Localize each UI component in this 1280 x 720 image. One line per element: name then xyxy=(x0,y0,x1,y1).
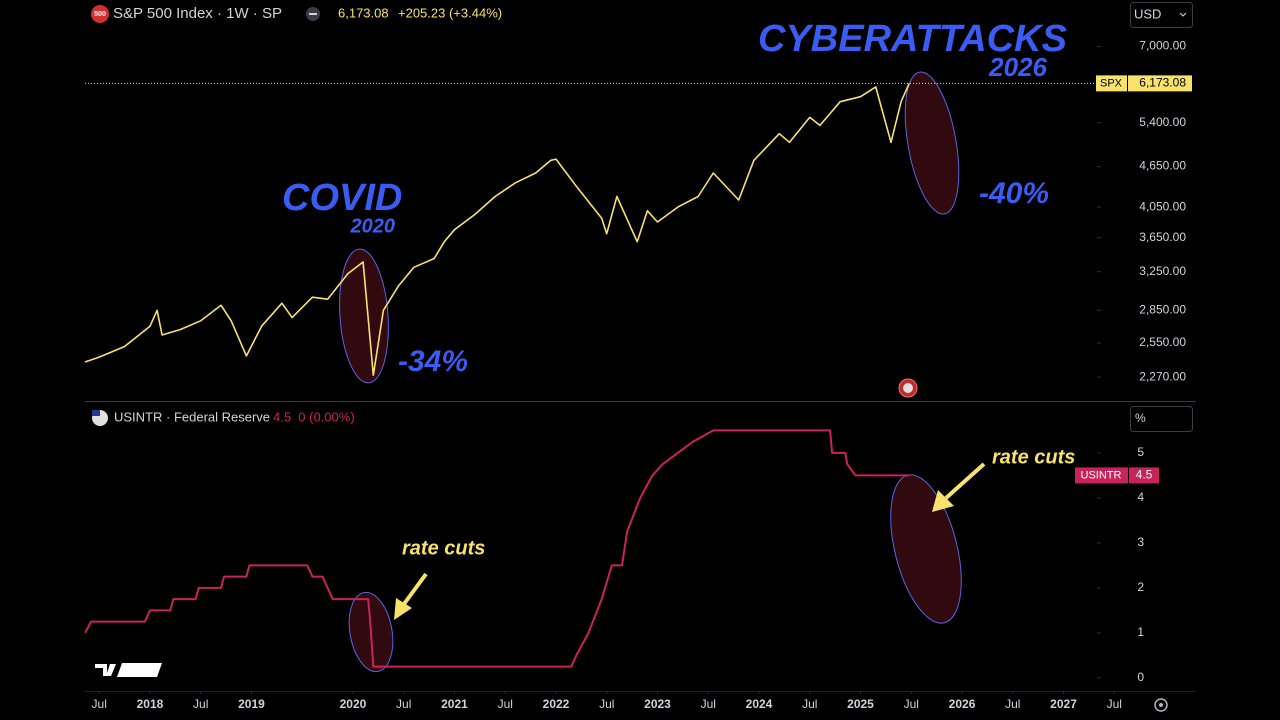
annotation: CYBERATTACKS xyxy=(758,18,1067,60)
y-tick-label: 3 xyxy=(1137,535,1144,549)
x-tick-label: Jul xyxy=(904,697,919,711)
x-tick-label: 2027 xyxy=(1050,697,1077,711)
y-tick-label: 5 xyxy=(1137,445,1144,459)
x-tick-label: 2023 xyxy=(644,697,671,711)
annotation: rate cuts xyxy=(402,537,485,559)
x-tick-label: Jul xyxy=(701,697,716,711)
series-line xyxy=(84,429,910,668)
x-tick-label: Jul xyxy=(1005,697,1020,711)
event-icon-inner xyxy=(903,383,913,393)
price-tag-box xyxy=(1129,467,1159,484)
flag-icon-canton xyxy=(92,410,100,416)
x-tick-label: Jul xyxy=(92,697,107,711)
symbol-title[interactable]: S&P 500 Index · 1W · SP xyxy=(113,5,282,22)
symbol-icon xyxy=(91,5,109,23)
annotation: rate cuts xyxy=(992,446,1075,468)
currency-caret xyxy=(1179,12,1187,17)
arrow xyxy=(944,462,986,500)
logo-mark xyxy=(95,664,116,676)
price-tag-name-box xyxy=(1075,467,1128,484)
y-tick-label: 3,650.00 xyxy=(1139,230,1186,244)
annotation: 2026 xyxy=(988,52,1047,82)
currency-label: USD xyxy=(1134,6,1161,21)
x-tick-label: Jul xyxy=(498,697,513,711)
header-price: 6,173.08 xyxy=(338,5,389,20)
annotation: -34% xyxy=(398,345,468,378)
highlight-ellipse xyxy=(339,248,389,384)
highlight-ellipse xyxy=(904,71,960,215)
y-tick-label: 4 xyxy=(1137,490,1144,504)
y-tick-label: 2,850.00 xyxy=(1139,302,1186,316)
x-tick-label: 2020 xyxy=(340,697,367,711)
header-change: +205.23 (+3.44%) xyxy=(398,5,502,20)
x-tick-label: 2025 xyxy=(847,697,874,711)
annotation: -40% xyxy=(979,177,1049,210)
y-tick-label: 4,050.00 xyxy=(1139,199,1186,213)
arrow-head xyxy=(932,490,954,512)
price-tag-name-box xyxy=(1096,75,1127,92)
price-tag-value: 4.5 xyxy=(1136,468,1153,482)
y-tick-label: 2,550.00 xyxy=(1139,335,1186,349)
series-line xyxy=(84,83,910,376)
x-tick-label: Jul xyxy=(193,697,208,711)
annotation: 2020 xyxy=(350,215,396,237)
tv-logo xyxy=(95,663,162,677)
x-tick-label: 2026 xyxy=(949,697,976,711)
settings-button-dot xyxy=(1159,703,1163,707)
x-tick-label: 2021 xyxy=(441,697,468,711)
logo-badge xyxy=(117,663,162,677)
x-tick-label: Jul xyxy=(1107,697,1122,711)
x-tick-label: Jul xyxy=(599,697,614,711)
y-tick-label: 1 xyxy=(1137,625,1144,639)
currency-select[interactable] xyxy=(1130,2,1193,28)
y-tick-label: 0 xyxy=(1137,670,1144,684)
unit-label: % xyxy=(1135,411,1146,425)
x-tick-label: 2019 xyxy=(238,697,265,711)
arrow xyxy=(402,572,428,606)
indicator-quote: 4.5 0 (0.00%) xyxy=(273,409,355,424)
settings-button[interactable] xyxy=(1154,698,1168,712)
y-tick-label: 3,250.00 xyxy=(1139,264,1186,278)
y-tick-label: 4,650.00 xyxy=(1139,159,1186,173)
indicator-title[interactable]: USINTR · Federal Reserve xyxy=(114,409,270,424)
x-tick-label: Jul xyxy=(802,697,817,711)
y-tick-label: 7,000.00 xyxy=(1139,39,1186,53)
price-tag-name: USINTR xyxy=(1081,469,1122,481)
symbol-icon-text: 500 xyxy=(94,11,106,18)
y-tick-label: 2 xyxy=(1137,580,1144,594)
x-tick-label: 2022 xyxy=(543,697,570,711)
price-tag-box xyxy=(1128,75,1192,92)
y-tick-label: 2,270.00 xyxy=(1139,369,1186,383)
x-tick-label: 2024 xyxy=(746,697,773,711)
x-tick-label: 2018 xyxy=(137,697,164,711)
y-tick-label: 5,400.00 xyxy=(1139,115,1186,129)
plot-area: 7,000.00 5,400.00 4,650.00 4,050.00 3,650.00… xyxy=(84,39,1192,711)
price-tag-value: 6,173.08 xyxy=(1139,76,1186,90)
arrow-head xyxy=(394,598,412,620)
unit-box[interactable] xyxy=(1130,406,1193,432)
annotation: COVID xyxy=(282,177,402,219)
x-tick-label: Jul xyxy=(396,697,411,711)
price-tag-name: SPX xyxy=(1100,77,1123,89)
